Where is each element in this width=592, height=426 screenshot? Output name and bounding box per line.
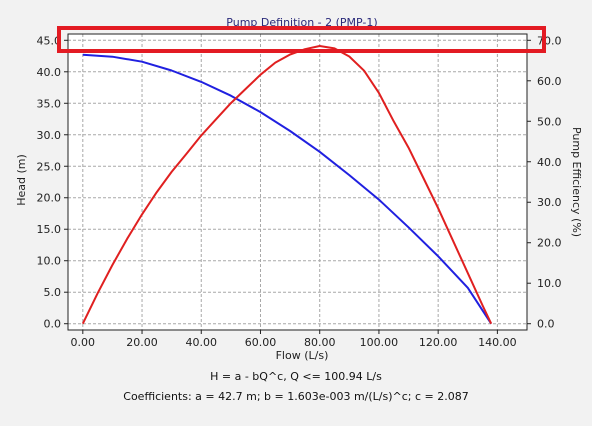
x-tick-label: 0.00: [71, 336, 96, 349]
y2-axis-title: Pump Efficiency (%): [570, 127, 583, 237]
x-tick-label: 60.00: [245, 336, 277, 349]
y-tick-label: 40.0: [37, 66, 62, 79]
y-tick-label: 30.0: [37, 129, 62, 142]
y-tick-label: 15.0: [37, 223, 62, 236]
highlight-rectangle: [57, 26, 546, 53]
y2-tick-label: 70.0: [537, 34, 562, 47]
efficiency-curve-line: [81, 45, 493, 325]
x-axis-title: Flow (L/s): [276, 349, 329, 362]
y-axis-title: Head (m): [15, 154, 28, 206]
y-tick-label: 25.0: [37, 160, 62, 173]
y-tick-label: 10.0: [37, 255, 62, 268]
y2-tick-label: 50.0: [537, 115, 562, 128]
grid: [68, 34, 527, 330]
y-tick-label: 20.0: [37, 192, 62, 205]
x-tick-label: 140.00: [478, 336, 517, 349]
y-tick-label: 35.0: [37, 97, 62, 110]
x-tick-label: 120.00: [419, 336, 458, 349]
x-tick-label: 80.00: [304, 336, 336, 349]
x-tick-label: 40.00: [186, 336, 218, 349]
pump-coefficients: Coefficients: a = 42.7 m; b = 1.603e-003…: [123, 390, 469, 403]
y2-tick-label: 40.0: [537, 156, 562, 169]
x-tick-label: 20.00: [126, 336, 158, 349]
pump-equation: H = a - bQ^c, Q <= 100.94 L/s: [210, 370, 382, 383]
plot-area: [68, 34, 527, 330]
y2-tick-label: 0.0: [537, 318, 555, 331]
y-tick-label: 45.0: [37, 34, 62, 47]
y2-tick-label: 10.0: [537, 277, 562, 290]
plot-frame: [67, 33, 528, 331]
y-tick-label: 0.0: [44, 318, 62, 331]
head-curve-line: [82, 53, 493, 325]
y2-tick-label: 60.0: [537, 75, 562, 88]
chart-title: Pump Definition - 2 (PMP-1): [226, 16, 377, 29]
x-tick-label: 100.00: [360, 336, 399, 349]
y2-tick-label: 20.0: [537, 237, 562, 250]
y-tick-label: 5.0: [44, 286, 62, 299]
y2-tick-label: 30.0: [537, 196, 562, 209]
